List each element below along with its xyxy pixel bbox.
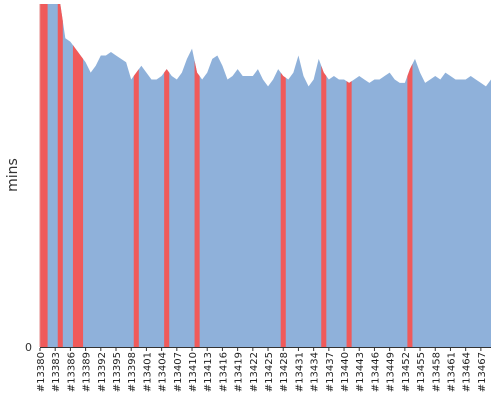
- failed-build-band: [133, 69, 139, 348]
- x-tick-label: #13467: [477, 352, 488, 392]
- y-axis-label: mins: [5, 158, 21, 192]
- x-tick-label: #13404: [158, 352, 169, 392]
- x-tick-label: #13383: [51, 352, 62, 392]
- x-tick-label: #13443: [355, 352, 366, 392]
- x-tick-label: #13410: [188, 352, 199, 392]
- x-tick-label: #13416: [218, 352, 229, 392]
- y-tick-label: 0: [25, 341, 32, 354]
- failed-build-band: [57, 4, 63, 347]
- failed-build-band: [407, 64, 413, 348]
- x-tick-label: #13434: [310, 352, 321, 392]
- x-tick-label: #13437: [325, 352, 336, 392]
- x-tick-label: #13395: [112, 352, 123, 392]
- failed-build-band: [346, 81, 352, 348]
- pass-area-series: [40, 4, 491, 347]
- failed-build-band: [78, 52, 84, 348]
- x-tick-label: #13425: [264, 352, 275, 392]
- x-tick-label: #13455: [416, 352, 427, 392]
- x-tick-label: #13431: [294, 352, 305, 392]
- x-tick-label: #13389: [82, 352, 93, 392]
- x-tick-label: #13464: [462, 352, 473, 392]
- x-tick-label: #13413: [203, 352, 214, 392]
- x-tick-label: #13452: [401, 352, 412, 392]
- failed-build-band: [164, 69, 170, 348]
- x-tick-label: #13401: [142, 352, 153, 392]
- x-tick-label: #13407: [173, 352, 184, 392]
- failed-build-band: [194, 60, 200, 347]
- failed-build-band: [72, 45, 79, 347]
- x-tick-labels: #13380 #13383 #13386 #13389 #13392 #13395 #133…: [36, 348, 488, 392]
- x-tick-label: #13422: [249, 352, 260, 392]
- failed-build-band: [42, 4, 48, 347]
- x-tick-label: #13428: [279, 352, 290, 392]
- x-tick-label: #13419: [234, 352, 245, 392]
- x-tick-label: #13446: [370, 352, 381, 392]
- failed-build-band: [40, 4, 43, 347]
- x-tick-label: #13398: [127, 352, 138, 392]
- x-tick-label: #13440: [340, 352, 351, 392]
- x-tick-label: #13380: [36, 352, 47, 392]
- x-tick-label: #13458: [431, 352, 442, 392]
- failed-build-band: [280, 72, 286, 347]
- failed-build-band: [321, 65, 327, 348]
- x-tick-label: #13461: [446, 352, 457, 392]
- x-tick-label: #13449: [386, 352, 397, 392]
- x-tick-label: #13386: [66, 352, 77, 392]
- x-tick-label: #13392: [97, 352, 108, 392]
- axes: 0 mins: [5, 4, 491, 354]
- plot-area: [40, 4, 491, 348]
